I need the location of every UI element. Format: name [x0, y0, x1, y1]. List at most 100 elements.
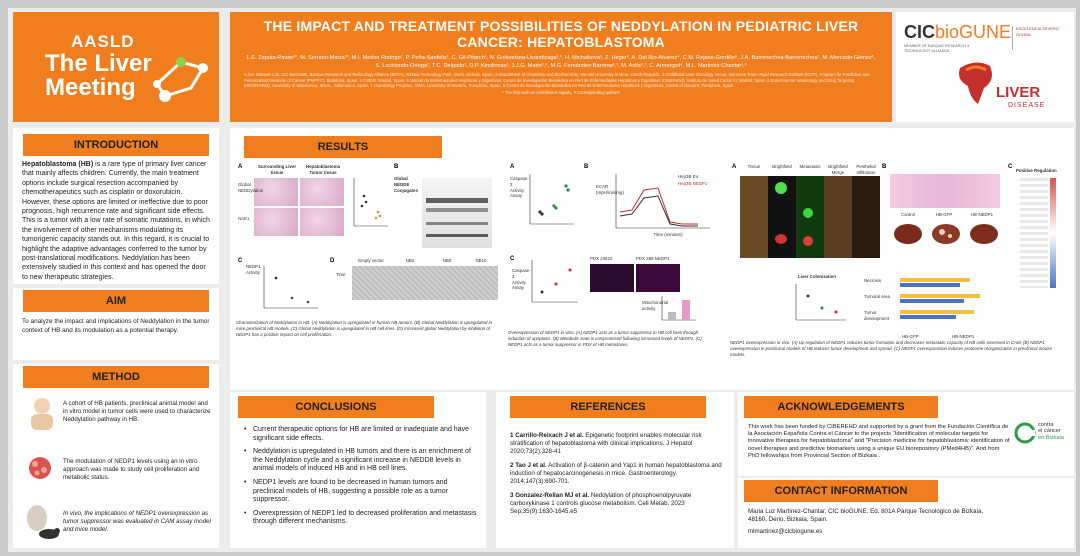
fig2-b-chart: [615, 174, 710, 229]
cic-biogune-logo: CICbioGUNE: [904, 22, 1011, 43]
conclusions-title: CONCLUSIONS: [238, 396, 434, 418]
fig1-b-title: Global NEDD8 Conjugates: [394, 176, 418, 193]
fig1-histology-4: [300, 208, 344, 236]
fig1-histology-1: [254, 178, 298, 206]
fig3-c-color-scale: [1050, 178, 1056, 288]
fig3-b-chart-label: Liver Colonization: [797, 274, 837, 279]
contact-email[interactable]: mlmartinez@cicbiogune.es: [748, 528, 823, 535]
fig2-a-ylabel: Caspase-3 Activity Assay: [510, 176, 529, 199]
aim-title: AIM: [23, 290, 209, 312]
contact-title: CONTACT INFORMATION: [744, 480, 938, 502]
fig1-a-col1: Surrounding Liver tissue: [257, 164, 297, 175]
reference-authors: Carrillo-Reixach J et al.: [515, 432, 584, 439]
reference-authors: Gonzalez-Rellan MJ et al.: [515, 492, 590, 499]
figure-3-caption: NEDP1 overexpression in vivo. (A) Up reg…: [730, 340, 1052, 357]
fig1-a-row2: NAE1: [238, 216, 250, 221]
fig3-a-col1: Tissue: [747, 164, 761, 169]
fig2-c-chart: [531, 260, 578, 303]
introduction-title: INTRODUCTION: [23, 134, 209, 156]
figure-2-caption: Overexpression of NEDP1 in vitro. (A) NE…: [508, 330, 702, 347]
reference-number: 1: [510, 432, 514, 439]
conference-org: AASLD: [71, 32, 135, 51]
fig3-a-col5: Perithelial Infiltration: [856, 164, 876, 175]
aim-text: To analyze the impact and implications o…: [22, 318, 210, 334]
aim-panel: AIM To analyze the impact and implicatio…: [13, 288, 219, 360]
fig1-c-ylabel: NEDP1 Activity: [246, 264, 261, 275]
method-item-1: A cohort of HB patients, preclinical ani…: [63, 400, 211, 423]
fig2-c-image-1: [590, 264, 634, 292]
fig1-d-col1: Empty vector: [358, 258, 384, 263]
fig3-c-legend-1: HB-GFP: [902, 334, 919, 339]
references-title: REFERENCES: [510, 396, 706, 418]
liver-icon: [959, 62, 992, 104]
poster-header: THE IMPACT AND TREATMENT POSSIBILITIES O…: [230, 12, 892, 122]
affiliations: ¹Liver Disease Lab, CIC bioGUNE, Basque …: [244, 72, 870, 89]
egg-and-mouse-icon: [27, 505, 60, 539]
figure-2: A Caspase-3 Activity Assay B ECAR (mpH/m…: [508, 164, 714, 360]
reference-text: Activation of β-catenin and Yap1 in huma…: [510, 462, 722, 485]
reference-item: 2 Tao J et al. Activation of β-catenin a…: [510, 462, 726, 486]
fig3-c-proteome-list: [1020, 178, 1048, 288]
reference-authors: Tao J et al.: [515, 462, 547, 469]
cic-subtitle: MEMBER OF BASQUE RESEARCH & TECHNOLOGY A…: [904, 44, 970, 53]
fig3-b-group-1: Control: [900, 212, 916, 217]
fig1-a-row1: Global NEDDylation: [238, 182, 264, 193]
fig3-c-row-2: Tumoral area: [864, 294, 890, 299]
liver-meeting-logo-icon: [153, 57, 208, 102]
fig3-b-liver-images: [894, 224, 998, 244]
fig1-d-col2: NB2: [405, 258, 415, 263]
fig3-c-row-1: Necrosis: [864, 278, 882, 283]
figure-1-caption: Characterization of Neddylation in HB. (…: [236, 320, 493, 337]
method-title: METHOD: [23, 366, 209, 388]
fig1-d-col3: NB8: [442, 258, 452, 263]
reference-item: 3 Gonzalez-Rellan MJ et al. Neddylation …: [510, 492, 726, 516]
introduction-lead: Hepatoblastoma (HB): [22, 161, 94, 168]
liver-disease-title: LIVER: [996, 84, 1041, 101]
institute-logos: CICbioGUNE MEMBER OF BASQUE RESEARCH & T…: [896, 12, 1074, 122]
sponsor-line-3: en Bizkaia: [1038, 434, 1064, 441]
fig3-a-col4: Brightfield Merge: [828, 164, 848, 175]
sponsor-logo-text: contra el cáncer en Bizkaia: [1038, 422, 1074, 441]
method-item-3: In vivo, the implications of NEDP1 overe…: [63, 510, 211, 533]
fig2-c-panel-2: PDX 268 NEDP1: [636, 256, 670, 261]
fig2-c-chart-2: [661, 296, 696, 321]
fig2-b-ylabel: ECAR (mpH/min/mg): [596, 184, 624, 195]
fig3-c-legend-2: HB-NEDP1: [952, 334, 975, 339]
sponsor-line-2: el cáncer: [1038, 428, 1061, 435]
fig3-c-bar-chart: [900, 278, 980, 319]
fig1-histology-3: [254, 208, 298, 236]
fig3-b-chart: [795, 284, 846, 321]
fig2-b-xlabel: Time (minutes): [653, 232, 683, 237]
results-panel: RESULTS A Surrounding Liver tissue Hepat…: [230, 128, 1074, 390]
method-panel: METHOD A cohort of HB patients, preclini…: [13, 364, 219, 548]
fig3-b-group-3: HB-NEDP1: [970, 212, 994, 217]
liver-disease-subtitle: DISEASE: [1008, 102, 1046, 109]
fig1-c-chart: [263, 266, 318, 309]
fig1-a-dotplot: [353, 178, 388, 227]
fig3-b-histology: [890, 174, 1000, 208]
conclusion-item: Neddylation is upregulated in HB tumors …: [244, 448, 478, 474]
references-list: 1 Carrillo-Reixach J et al. Epigenetic f…: [510, 432, 726, 522]
acknowledgements-panel: ACKNOWLEDGEMENTS This work has been fund…: [738, 392, 1074, 476]
introduction-body: is a rare type of primary liver cancer t…: [22, 161, 210, 281]
fig2-b-legend-2: Hep3B NEDP1: [678, 181, 708, 186]
conclusion-item: NEDP1 levels are found to be decreased i…: [244, 479, 478, 505]
fig2-c-ylabel: Caspase-3 Activity Assay: [512, 268, 531, 291]
conclusions-panel: CONCLUSIONS Current therapeutic options …: [230, 392, 486, 548]
author-footnote: * The first authors contributed equally.…: [502, 89, 620, 95]
fig3-b-group-2: HB-GFP: [935, 212, 953, 217]
conclusion-item: Overexpression of NEDP1 led to decreased…: [244, 510, 478, 527]
poster: AASLD The Liver Meeting THE IMPACT AND T…: [8, 8, 1076, 552]
conference-name: The Liver Meeting: [45, 50, 152, 101]
reference-text: Epigenetic footprint enables molecular r…: [510, 432, 702, 455]
reference-item: 1 Carrillo-Reixach J et al. Epigenetic f…: [510, 432, 726, 456]
sponsor-line-1: contra: [1038, 422, 1054, 428]
fig3-c-row-3: Tumor development: [864, 310, 890, 321]
fig1-d-col4: NB10: [475, 258, 487, 263]
acknowledgements-text: This work has been funded by CIBEREHD an…: [748, 424, 1010, 459]
references-panel: REFERENCES 1 Carrillo-Reixach J et al. E…: [496, 392, 734, 548]
figure-1: A Surrounding Liver tissue Hepatoblastom…: [236, 164, 500, 356]
fig3-a-cam-grid: [740, 176, 880, 258]
introduction-text: Hepatoblastoma (HB) is a rare type of pr…: [22, 160, 210, 282]
fig1-d-row: Time: [336, 272, 346, 277]
